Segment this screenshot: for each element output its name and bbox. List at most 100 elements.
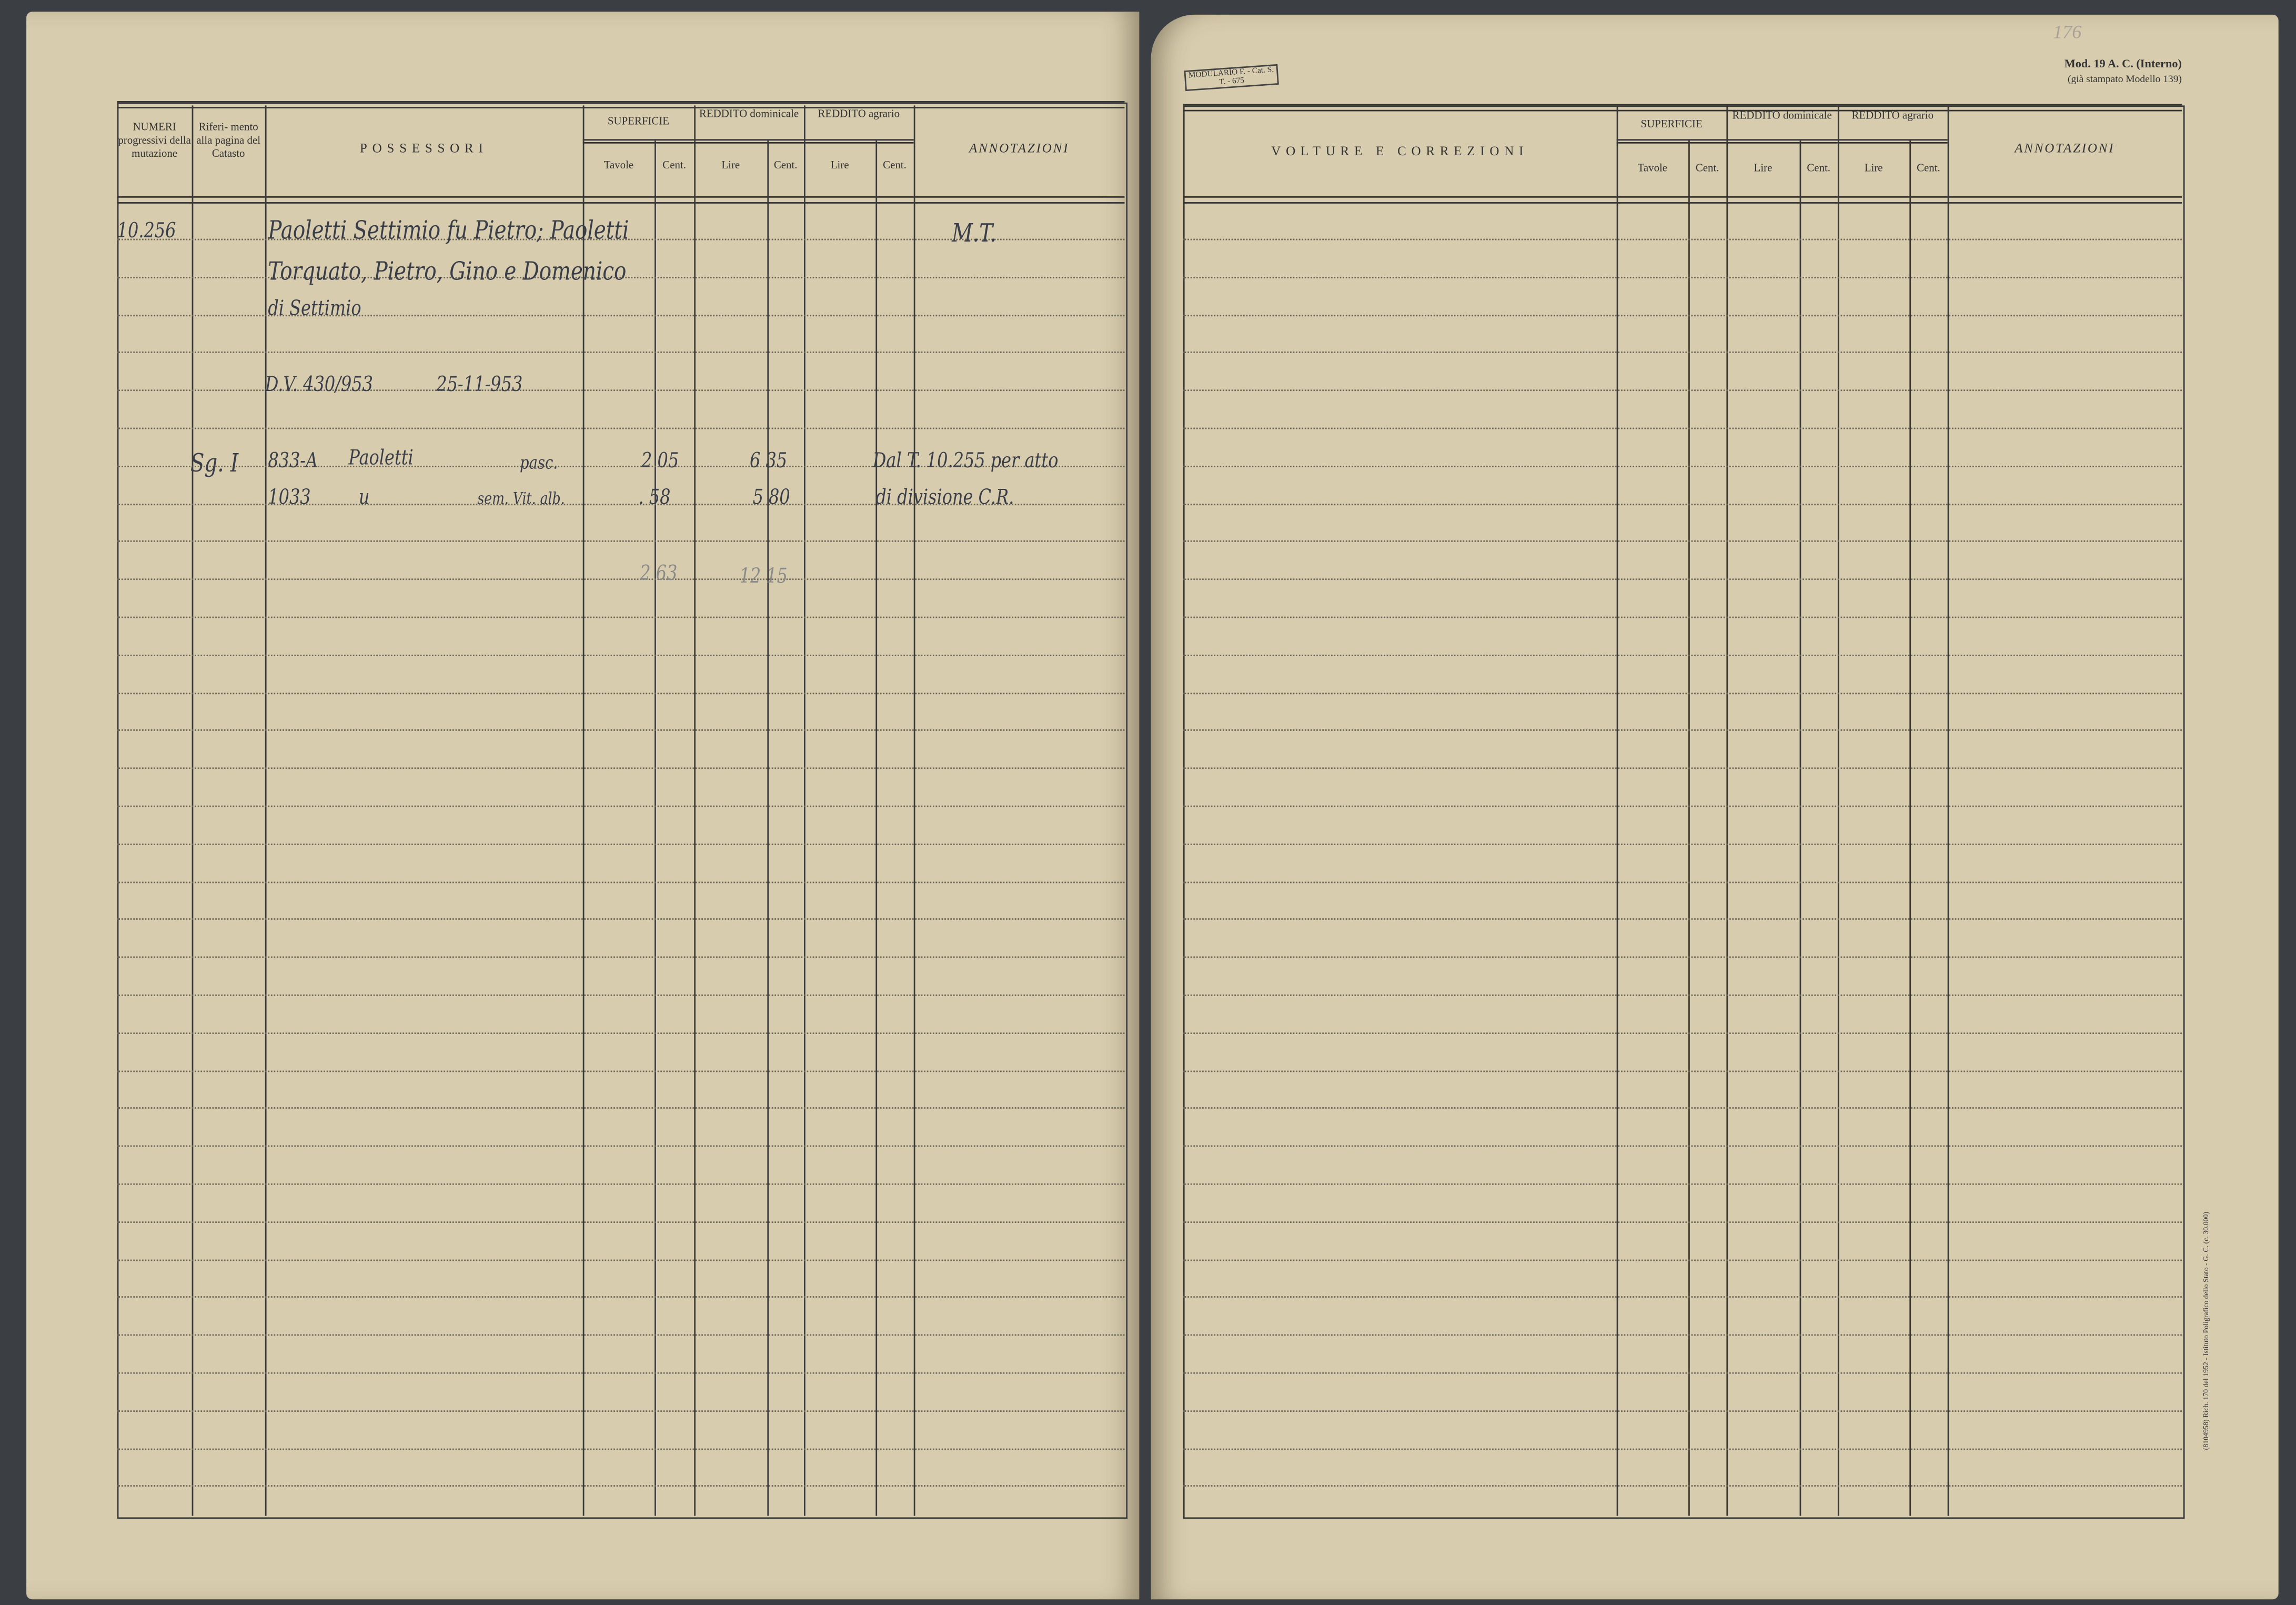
dv-date: 25-11-953 xyxy=(436,373,523,397)
row-rule xyxy=(1183,1070,2182,1072)
row-rule xyxy=(1183,730,2182,731)
model-note: (già stampato Modello 139) xyxy=(2067,73,2182,85)
row-rule xyxy=(117,616,1125,618)
parcel-area: . 58 xyxy=(638,486,671,510)
divider xyxy=(1183,196,2182,204)
row-rule xyxy=(117,238,1125,240)
model-label: Mod. 19 A. C. (Interno) xyxy=(2064,57,2182,71)
row-rule xyxy=(117,465,1125,467)
column-rule xyxy=(875,141,878,1516)
header-lire: Lire xyxy=(721,158,740,172)
left-table-frame xyxy=(117,102,1128,1519)
row-rule xyxy=(1183,427,2182,429)
row-rule xyxy=(1183,767,2182,769)
column-rule xyxy=(1837,105,1839,1516)
column-rule xyxy=(1909,141,1911,1516)
parcel-name: Paoletti xyxy=(348,446,414,470)
row-rule xyxy=(117,1108,1125,1109)
row-rule xyxy=(1183,503,2182,505)
row-rule xyxy=(117,1259,1125,1261)
column-rule xyxy=(654,141,656,1516)
header-reddito-agrario: REDDITO agrario xyxy=(1851,108,1934,122)
column-rule xyxy=(1726,105,1728,1516)
header-cent: Cent. xyxy=(662,158,686,172)
row-rule xyxy=(117,314,1125,316)
row-rule xyxy=(117,1410,1125,1412)
row-rule xyxy=(1183,654,2182,656)
row-rule xyxy=(1183,1297,2182,1299)
divider xyxy=(1616,139,1948,144)
header-annotazioni: ANNOTAZIONI xyxy=(2015,141,2115,156)
parcel-quality: sem. Vit. alb. xyxy=(477,489,565,508)
row-rule xyxy=(1183,1372,2182,1374)
row-rule xyxy=(1183,276,2182,278)
row-rule xyxy=(1183,1108,2182,1109)
column-rule xyxy=(913,105,915,1516)
header-tavole: Tavole xyxy=(603,158,634,172)
row-rule xyxy=(1183,692,2182,694)
row-rule xyxy=(117,730,1125,731)
row-rule xyxy=(1183,881,2182,883)
row-rule xyxy=(117,843,1125,845)
row-rule xyxy=(117,994,1125,996)
row-rule xyxy=(1183,389,2182,392)
row-rule xyxy=(1183,1221,2182,1223)
row-rule xyxy=(1183,805,2182,807)
row-rule xyxy=(1183,465,2182,467)
column-rule xyxy=(1947,105,1949,1516)
row-rule xyxy=(117,1221,1125,1223)
divider xyxy=(582,139,914,144)
row-rule xyxy=(1183,1145,2182,1147)
header-annotazioni: ANNOTAZIONI xyxy=(969,141,1070,156)
row-rule xyxy=(117,956,1125,958)
row-rule xyxy=(117,352,1125,354)
header-cent: Cent. xyxy=(1807,161,1831,175)
divider xyxy=(117,196,1125,204)
divider xyxy=(117,101,1125,108)
header-reddito-agrario: REDDITO agrario xyxy=(818,107,900,121)
row-rule xyxy=(1183,843,2182,845)
row-rule xyxy=(117,578,1125,580)
parcel-quality: pasc. xyxy=(520,453,558,473)
catasto-reference: Sg. I xyxy=(190,449,239,479)
row-rule xyxy=(1183,1448,2182,1450)
page-number: 176 xyxy=(2053,20,2082,43)
row-rule xyxy=(117,1145,1125,1147)
header-possessori: POSSESSORI xyxy=(359,141,488,156)
row-rule xyxy=(117,692,1125,694)
annotation-initials: M.T. xyxy=(952,219,996,249)
possessori-line-2: Torquato, Pietro, Gino e Domenico xyxy=(268,257,627,287)
row-rule xyxy=(117,1448,1125,1450)
mutation-number: 10.256 xyxy=(117,219,176,244)
row-rule xyxy=(1183,1259,2182,1261)
row-rule xyxy=(117,1297,1125,1299)
row-rule xyxy=(1183,919,2182,920)
column-rule xyxy=(265,105,267,1516)
header-lire: Lire xyxy=(830,158,849,172)
row-rule xyxy=(117,1486,1125,1488)
row-rule xyxy=(117,427,1125,429)
right-table-frame xyxy=(1183,105,2185,1519)
row-rule xyxy=(117,805,1125,807)
dv-number: D.V. 430/953 xyxy=(265,373,373,397)
row-rule xyxy=(117,654,1125,656)
total-income: 12 15 xyxy=(739,565,788,589)
parcel-id: 1033 xyxy=(268,486,311,510)
row-rule xyxy=(1183,1486,2182,1488)
column-rule xyxy=(1799,141,1801,1516)
row-rule xyxy=(1183,956,2182,958)
row-rule xyxy=(1183,314,2182,316)
row-rule xyxy=(1183,352,2182,354)
column-rule xyxy=(694,105,696,1516)
column-rule xyxy=(1616,105,1618,1516)
row-rule xyxy=(117,503,1125,505)
divider xyxy=(1183,104,2182,112)
header-superficie: SUPERFICIE xyxy=(1640,117,1703,131)
annotation-line-1: Dal T. 10.255 per atto xyxy=(872,449,1059,473)
column-rule xyxy=(803,105,805,1516)
row-rule xyxy=(1183,616,2182,618)
row-rule xyxy=(117,919,1125,920)
header-riferimento: Riferi- mento alla pagina del Catasto xyxy=(196,120,261,160)
annotation-line-2: di divisione C.R. xyxy=(875,486,1014,510)
